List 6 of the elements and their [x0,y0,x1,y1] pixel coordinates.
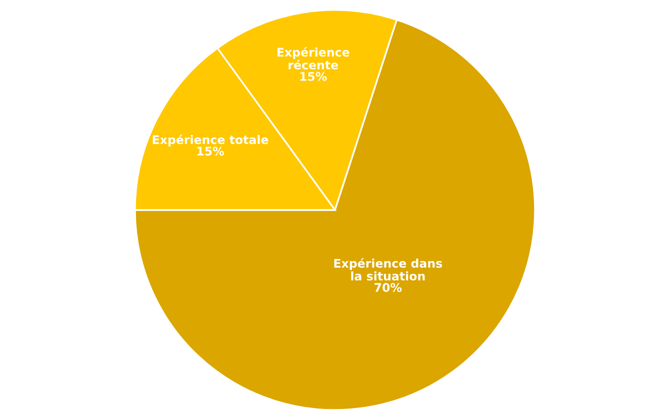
data-label: 15% [197,146,224,156]
slice-label: Expérience récente [277,47,350,70]
slice-label: Expérience totale [152,134,268,146]
data-label: 70% [374,283,402,292]
slice-label: Expérience dans la situation [334,258,442,281]
data-label: 15% [300,72,327,81]
